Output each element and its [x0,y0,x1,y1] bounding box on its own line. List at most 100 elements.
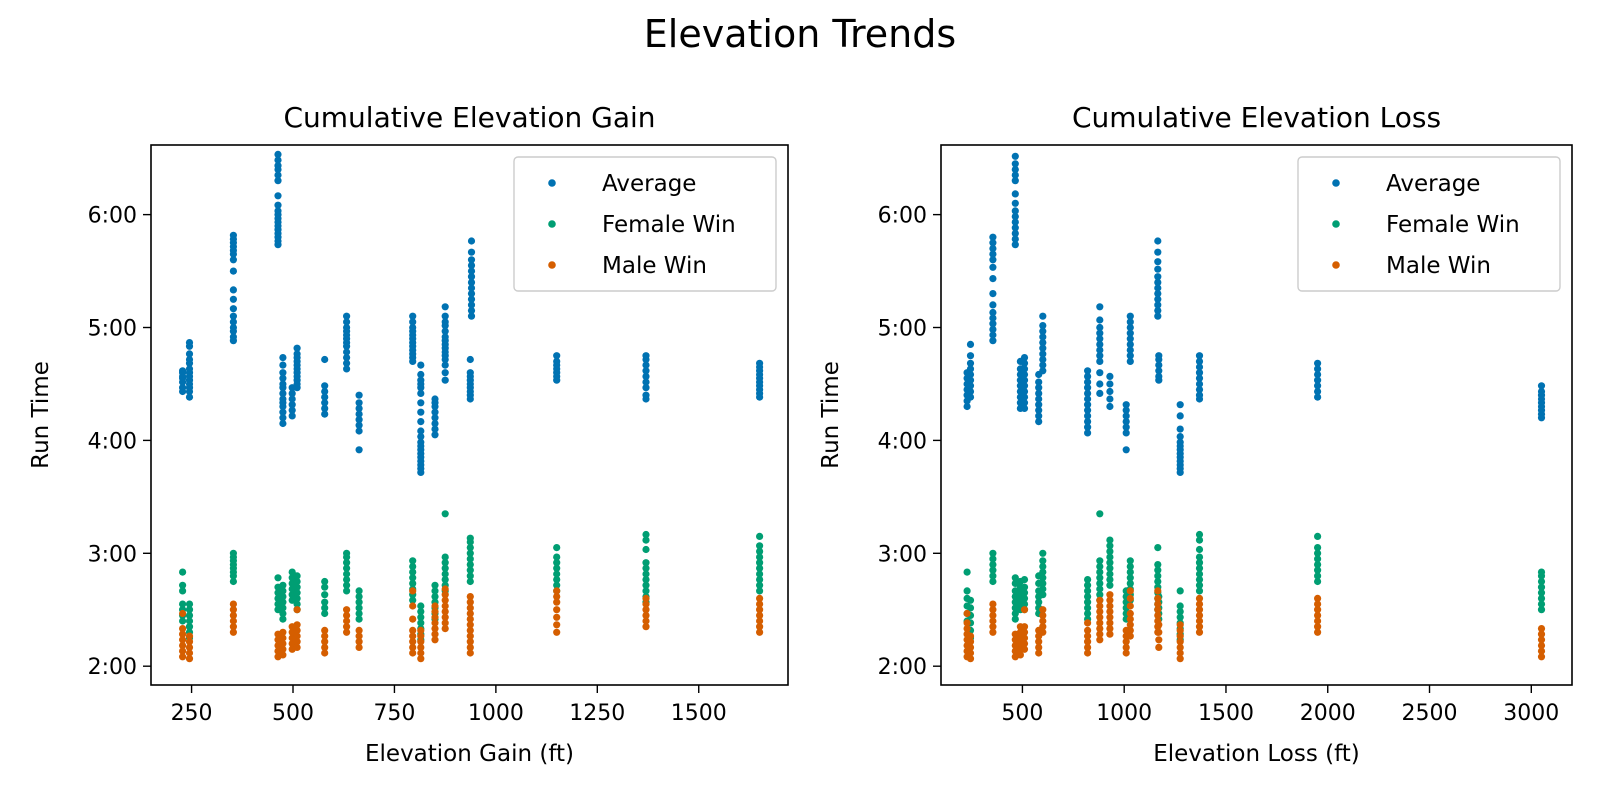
loss-female-win-point [1126,568,1134,576]
gain-female-win-point [279,581,287,589]
gain-average-point [343,348,351,356]
gain-male-win-point [431,636,439,644]
gain-average-point [279,419,287,428]
gain-average-point [293,350,301,358]
gain-female-win-point [288,568,296,576]
gain-female-win-point [441,576,449,584]
loss-average-point [966,352,975,360]
gain-male-win-point [409,632,417,640]
loss-average-point [1314,387,1322,396]
loss-female-win-point [1195,559,1204,567]
loss-female-win-point [989,561,997,569]
loss-average-point [1035,389,1043,397]
gain-male-win-point [355,626,363,635]
gain-average-point [642,391,650,399]
gain-female-win-point [293,572,301,580]
loss-female-win-point [1084,587,1092,595]
loss-average-point [1020,382,1029,390]
gain-male-win-point [441,591,449,599]
gain-female-win-point [343,576,351,584]
loss-average-point [989,320,997,328]
gain-female-win-point [321,591,329,599]
loss-female-win-point [989,555,997,563]
gain-female-win-point [321,598,329,606]
loss-male-win-point [1126,587,1134,595]
gain-male-win-point [279,645,287,653]
gain-average-point [321,382,329,390]
loss-average-point [1314,393,1322,401]
gain-male-win-point [756,594,764,603]
loss-female-win-point [1096,585,1104,593]
loss-male-win-point [1126,615,1134,623]
loss-female-win-point [1084,598,1092,606]
loss-average-point [1011,152,1019,160]
loss-average-point [1011,207,1019,215]
gain-legend-marker-male-win [548,261,556,269]
loss-average-point [1154,284,1162,292]
loss-male-win-point [1176,643,1184,652]
gain-male-win-point [279,651,287,659]
gain-average-point [279,408,287,416]
gain-male-win-point [553,606,561,614]
loss-average-point [1154,258,1162,266]
gain-average-point [642,367,650,375]
loss-male-win-point [989,606,997,614]
gain-female-win-point [279,587,287,595]
gain-average-point [642,361,650,369]
loss-male-win-point [1195,617,1204,625]
loss-female-win-point [1537,600,1546,608]
loss-average-point [1106,372,1114,380]
loss-male-win-point [1537,630,1546,638]
gain-female-win-point [179,617,187,625]
gain-average-point [355,410,363,418]
gain-average-point [441,361,449,369]
gain-female-win-point [441,559,449,567]
loss-average-point [1039,339,1047,347]
loss-female-win-point [1195,536,1204,544]
gain-average-point [417,399,425,407]
gain-female-win-point [466,534,474,542]
loss-average-point [1020,404,1029,412]
loss-male-win-point [1020,606,1029,614]
gain-female-win-point [229,577,237,586]
gain-average-point [431,408,439,416]
loss-average-point [989,337,997,345]
gain-female-win-point [185,611,194,620]
gain-female-win-point [417,602,425,610]
loss-female-win-point [1195,570,1204,578]
gain-male-win-point [409,615,417,623]
loss-male-win-point [1039,606,1047,614]
loss-average-point [1154,237,1162,245]
gain-female-win-point [293,577,301,586]
loss-male-win-point [1155,621,1163,629]
gain-average-point [229,295,237,303]
loss-average-point [1011,199,1019,207]
gain-x-axis-label: Elevation Gain (ft) [365,741,574,767]
loss-average-point [1096,340,1104,348]
loss-female-win-point [989,572,997,580]
loss-average-point [1020,399,1029,407]
loss-average-point [1011,171,1019,179]
gain-axes-frame [150,144,789,686]
gain-average-point [229,267,237,275]
loss-average-point [966,393,975,401]
gain-female-win-point [466,549,474,557]
loss-average-point [1155,372,1163,380]
gain-male-win-point [321,626,329,635]
loss-female-win-point [1106,547,1114,556]
loss-female-win-point [1195,581,1204,589]
gain-average-point [355,404,363,412]
gain-average-point [431,425,439,433]
gain-average-point [467,273,476,281]
gain-female-win-point [756,564,764,572]
gain-female-win-point [321,604,329,612]
loss-male-win-point [1035,649,1043,657]
loss-average-point [1314,370,1322,379]
gain-male-win-point [756,628,764,636]
loss-female-win-point [1314,544,1322,552]
loss-female-win-point [1096,568,1104,576]
gain-average-point [466,369,474,377]
gain-female-win-point [179,600,187,608]
loss-male-win-point [1106,608,1114,616]
loss-average-point [1176,425,1184,433]
